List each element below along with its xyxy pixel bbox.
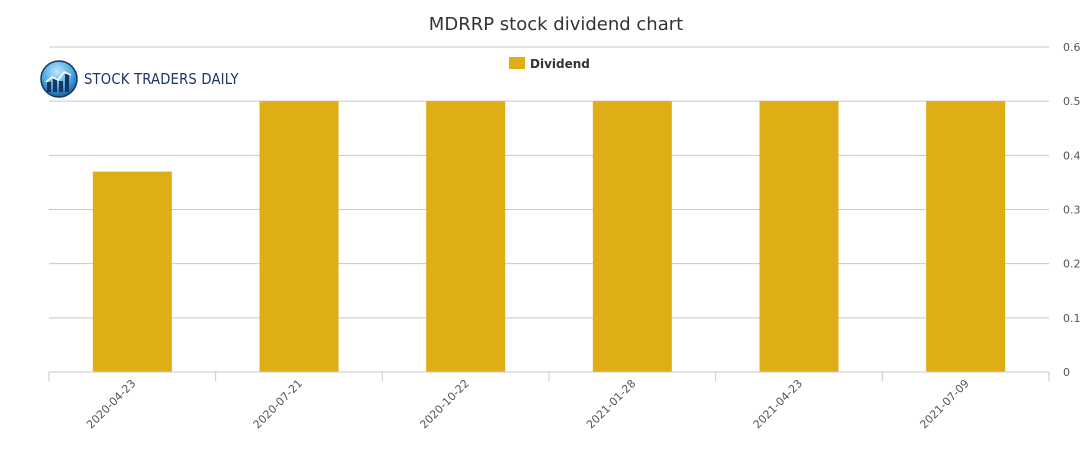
brand-logo: STOCK TRADERS DAILY: [40, 60, 260, 98]
bar-2020-04-23[interactable]: [92, 171, 172, 372]
x-tick-label: 2020-07-21: [251, 377, 305, 431]
grid-layer: [49, 46, 1049, 319]
y-axis: 0 0.1 0.2 0.3 0.4 0.5 0.6: [1063, 41, 1081, 379]
y-tick-label: 0.1: [1063, 312, 1081, 325]
y-tick-label: 0.6: [1063, 41, 1081, 54]
y-tick-label: 0.5: [1063, 95, 1081, 108]
x-tick-label: 2021-04-23: [751, 377, 805, 431]
y-tick-label: 0.4: [1063, 149, 1081, 162]
y-tick-label: 0.3: [1063, 204, 1081, 217]
y-tick-label: 0: [1063, 366, 1070, 379]
legend-swatch: [509, 57, 525, 69]
bar-2020-07-21[interactable]: [259, 101, 339, 373]
bar-2021-07-09[interactable]: [926, 101, 1006, 373]
bars-layer: [92, 101, 1006, 373]
legend[interactable]: Dividend: [509, 57, 590, 71]
x-tick-label: 2020-04-23: [84, 377, 138, 431]
legend-label: Dividend: [530, 57, 590, 71]
bar-2020-10-22[interactable]: [426, 101, 506, 373]
chart-title: MDRRP stock dividend chart: [429, 14, 683, 35]
bar-2021-01-28[interactable]: [592, 101, 672, 373]
x-tick-label: 2021-01-28: [584, 377, 638, 431]
x-tick-label: 2021-07-09: [917, 377, 971, 431]
y-tick-label: 0.2: [1063, 258, 1081, 271]
x-axis: 2020-04-23 2020-07-21 2020-10-22 2021-01-28…: [48, 371, 1050, 431]
bar-chart-logo-icon: [40, 60, 78, 98]
bar-2021-04-23[interactable]: [759, 101, 839, 373]
x-tick-label: 2020-10-22: [417, 377, 471, 431]
brand-name: STOCK TRADERS DAILY: [84, 70, 239, 88]
